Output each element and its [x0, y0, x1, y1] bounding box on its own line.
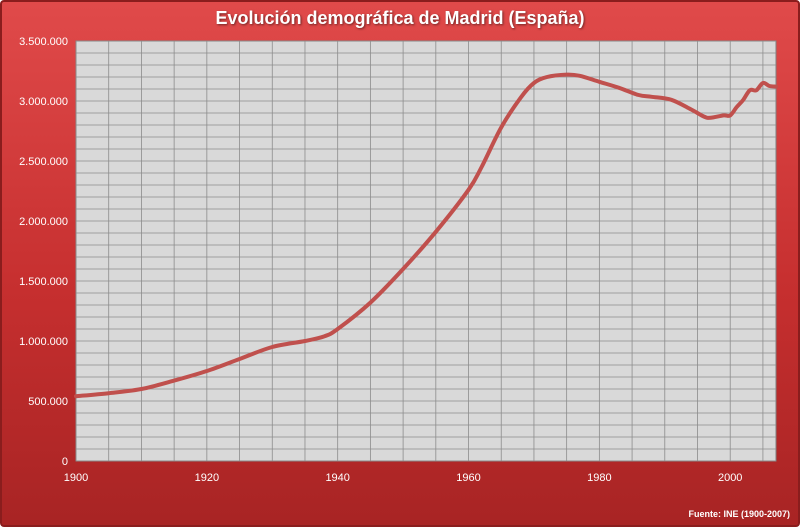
plot-area	[75, 40, 777, 462]
x-tick-label: 2000	[718, 472, 742, 484]
data-point	[303, 339, 306, 342]
chart-title: Evolución demográfica de Madrid (España)	[215, 8, 585, 28]
data-point	[173, 379, 176, 382]
data-point	[107, 392, 110, 395]
y-tick-label: 3.000.000	[19, 96, 68, 108]
data-point	[768, 84, 771, 87]
y-tick-label: 3.500.000	[19, 36, 68, 48]
y-tick-label: 1.000.000	[19, 336, 68, 348]
data-point	[402, 267, 405, 270]
data-point	[761, 81, 764, 84]
data-point	[598, 80, 601, 83]
data-point	[140, 387, 143, 390]
y-tick-label: 500.000	[28, 396, 68, 408]
data-point	[702, 115, 705, 118]
y-tick-label: 2.500.000	[19, 156, 68, 168]
x-axis: 1900 1920 1940 1960 1980 2000	[64, 472, 743, 484]
data-point	[74, 395, 77, 398]
data-point	[480, 165, 483, 168]
source-note: Fuente: INE (1900-2007)	[688, 509, 790, 519]
data-point	[709, 116, 712, 119]
data-point	[519, 96, 522, 99]
data-point	[617, 86, 620, 89]
y-tick-label: 1.500.000	[19, 276, 68, 288]
x-tick-label: 1960	[456, 472, 480, 484]
data-point	[545, 75, 548, 78]
data-point	[205, 369, 208, 372]
y-tick-label: 2.000.000	[19, 216, 68, 228]
series-layer	[74, 72, 778, 399]
data-point	[323, 335, 326, 338]
x-tick-label: 1940	[325, 472, 349, 484]
data-point	[742, 98, 745, 101]
y-axis: 0 500.000 1.000.000 1.500.000 2.000.000 2.500…	[19, 36, 68, 468]
data-point	[650, 95, 653, 98]
data-point	[774, 85, 777, 88]
data-point	[637, 93, 640, 96]
y-tick-label: 0	[62, 456, 68, 468]
data-point	[434, 230, 437, 233]
data-point	[271, 345, 274, 348]
data-point	[565, 73, 568, 76]
data-point	[336, 327, 339, 330]
x-tick-label: 1980	[587, 472, 611, 484]
data-point	[735, 105, 738, 108]
data-point	[689, 108, 692, 111]
data-point	[500, 126, 503, 129]
data-point	[238, 357, 241, 360]
data-point	[369, 301, 372, 304]
x-tick-label: 1900	[64, 472, 88, 484]
series-line-population	[74, 72, 778, 399]
data-point	[467, 188, 470, 191]
data-point	[755, 89, 758, 92]
data-point	[722, 114, 725, 117]
data-point	[532, 81, 535, 84]
x-tick-label: 1920	[195, 472, 219, 484]
data-point	[748, 89, 751, 92]
data-point	[729, 114, 732, 117]
data-point	[578, 74, 581, 77]
data-point	[670, 98, 673, 101]
